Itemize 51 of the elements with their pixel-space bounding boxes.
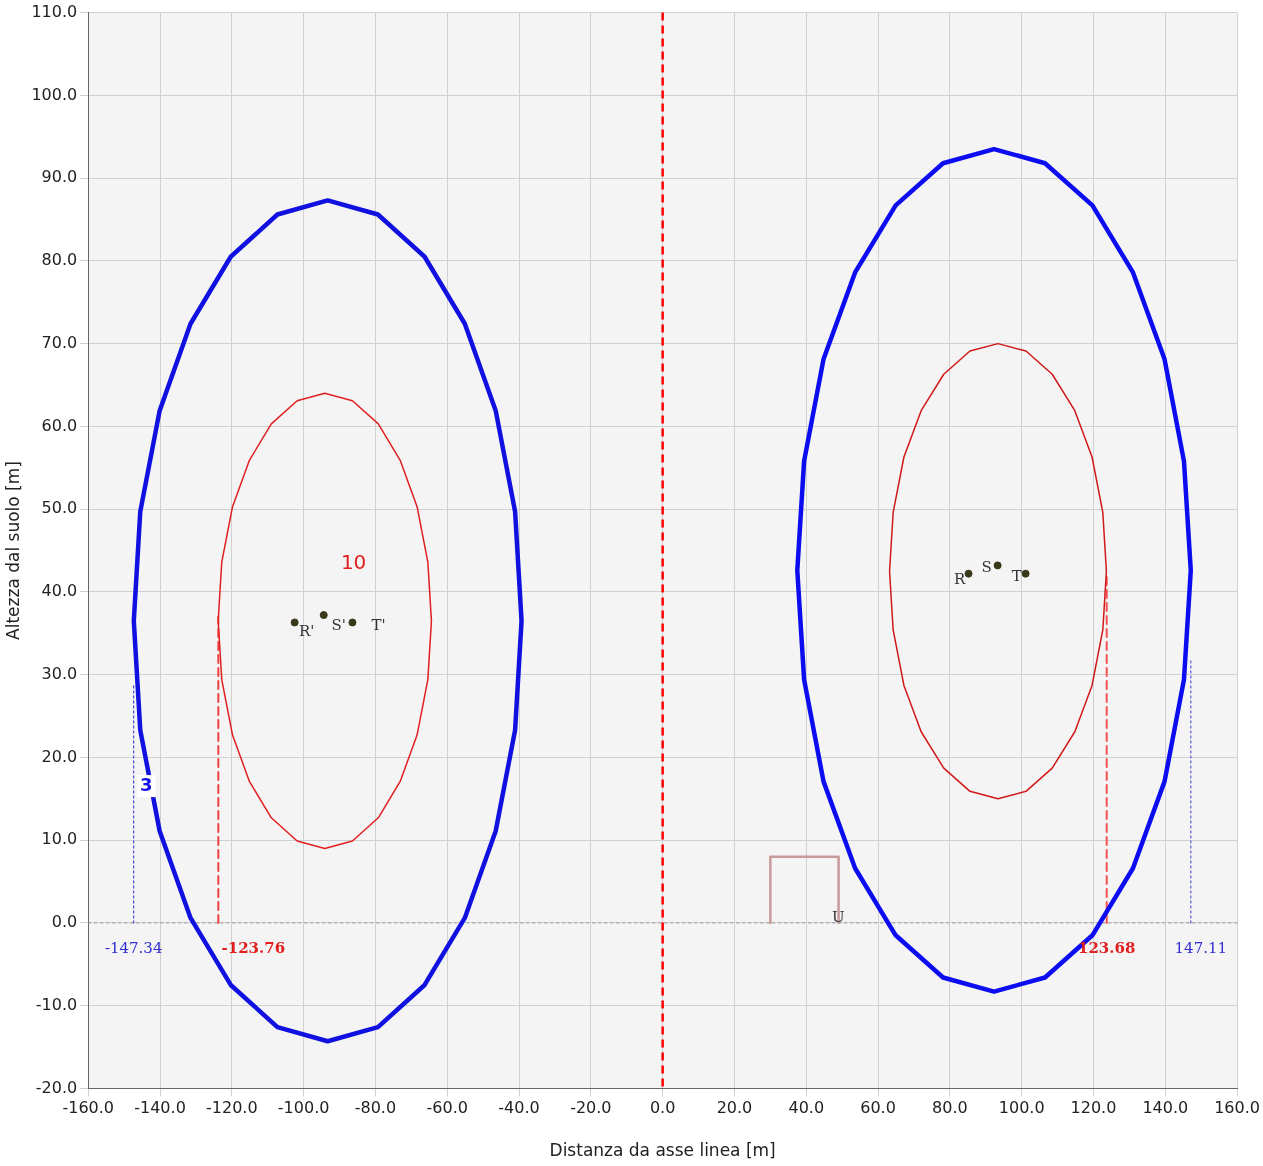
point <box>348 618 357 627</box>
y-tick-label: 90.0 <box>41 167 78 187</box>
annotation: T' <box>371 616 386 635</box>
x-tick-label: -120.0 <box>206 1098 258 1118</box>
y-tick-label: -20.0 <box>35 1077 78 1097</box>
x-tick-label: -60.0 <box>426 1098 468 1118</box>
x-tick-label: 60.0 <box>860 1098 896 1118</box>
x-tick-label: 100.0 <box>998 1098 1045 1118</box>
x-tick-label: 20.0 <box>716 1098 753 1118</box>
y-tick-label: 40.0 <box>41 581 78 601</box>
annotation: -147.34 <box>104 938 163 957</box>
y-tick-label: 60.0 <box>41 415 78 435</box>
annotation: T <box>1011 566 1022 585</box>
annotation: 3 <box>140 773 153 795</box>
annotation: R <box>953 569 966 588</box>
y-tick-label: 0.0 <box>51 912 78 932</box>
x-tick-label: -140.0 <box>134 1098 186 1118</box>
x-axis-title: Distanza da asse linea [m] <box>549 1140 776 1161</box>
y-axis-title: Altezza dal suolo [m] <box>2 461 23 640</box>
y-tick-label: 30.0 <box>41 663 78 683</box>
annotation: 147.11 <box>1174 938 1228 957</box>
point <box>290 618 299 627</box>
y-tick-label: 50.0 <box>41 498 78 518</box>
y-tick-label: 70.0 <box>41 332 78 352</box>
annotation: S <box>981 558 992 577</box>
annotation: U <box>832 908 845 927</box>
y-tick-label: 100.0 <box>31 84 78 104</box>
x-tick-label: 0.0 <box>649 1098 676 1118</box>
x-tick-label: 160.0 <box>1214 1098 1260 1118</box>
x-tick-label: 140.0 <box>1142 1098 1189 1118</box>
x-tick-label: 80.0 <box>932 1098 968 1118</box>
x-tick-label: -100.0 <box>277 1098 330 1118</box>
x-tick-label: -40.0 <box>498 1098 540 1118</box>
y-tick-label: 20.0 <box>41 746 78 766</box>
x-tick-label: 40.0 <box>788 1098 825 1118</box>
annotation: -123.76 <box>221 938 286 957</box>
point <box>319 611 328 620</box>
annotation: R' <box>298 622 315 641</box>
annotation: 123.68 <box>1077 938 1136 957</box>
annotation: 10 <box>340 549 367 574</box>
point <box>993 561 1002 570</box>
x-tick-label: -160.0 <box>62 1098 114 1118</box>
x-tick-label: -80.0 <box>354 1098 397 1118</box>
annotation: S' <box>331 615 346 634</box>
x-tick-label: 120.0 <box>1070 1098 1117 1118</box>
y-tick-label: 80.0 <box>41 250 78 270</box>
y-tick-label: -10.0 <box>35 994 78 1014</box>
x-tick-label: -20.0 <box>570 1098 612 1118</box>
point <box>1021 569 1030 578</box>
y-tick-label: 110.0 <box>31 1 78 21</box>
y-tick-label: 10.0 <box>41 829 78 849</box>
